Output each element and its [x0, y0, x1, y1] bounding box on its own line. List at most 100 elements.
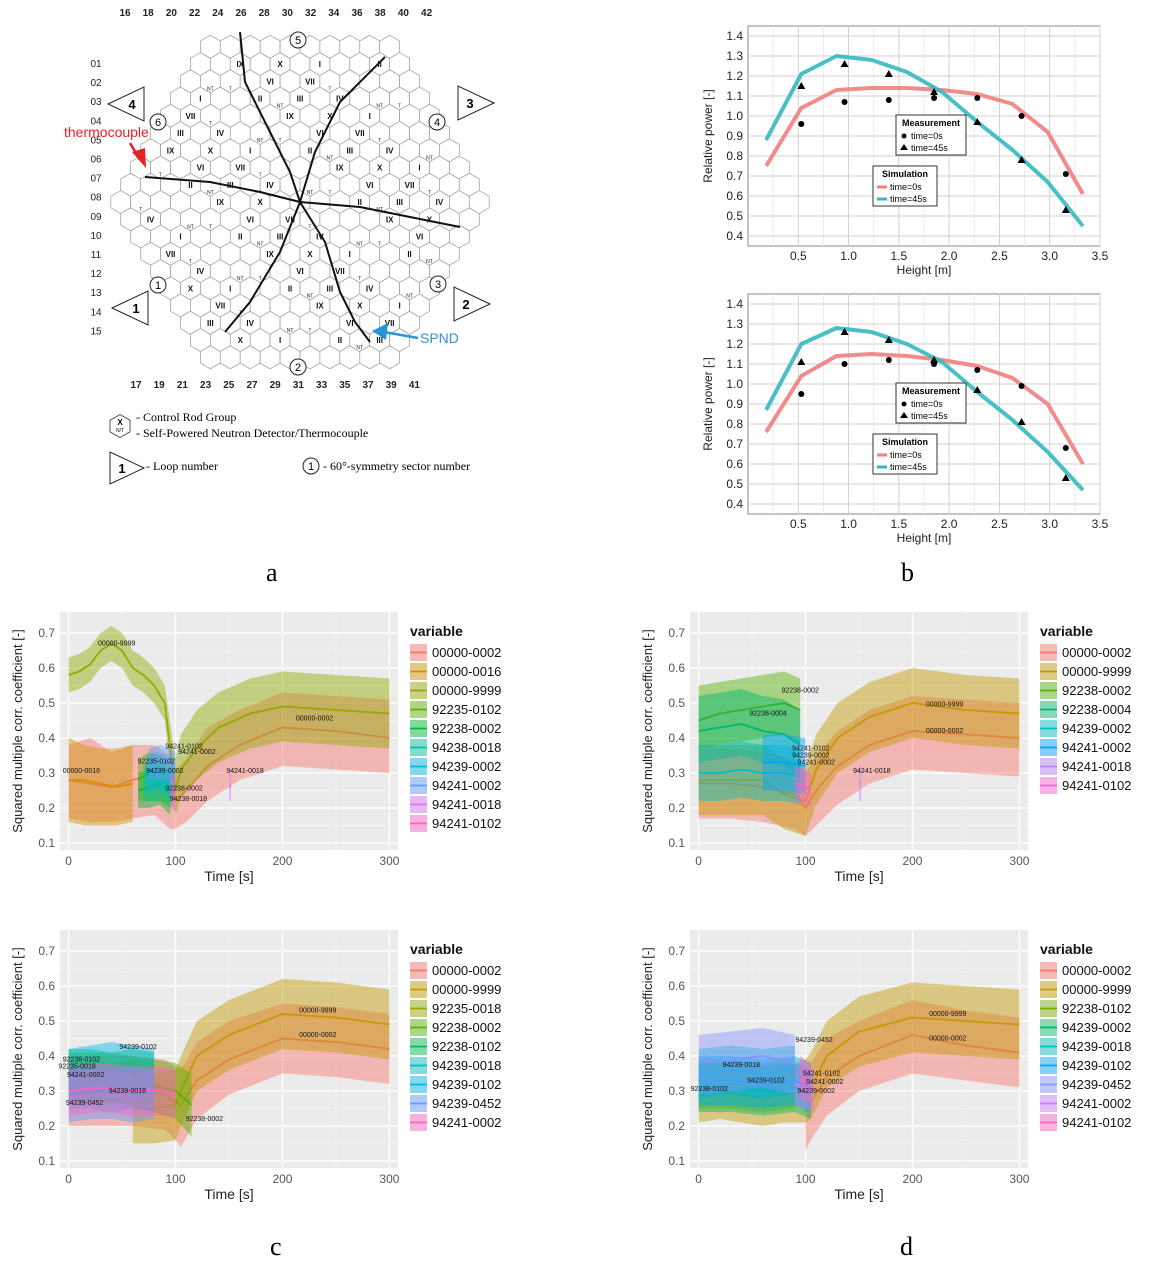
legend-item-label: 00000-0002 [432, 963, 501, 978]
y-tick-label: 1.3 [726, 317, 743, 331]
x-tick-label: 3.0 [1041, 249, 1058, 263]
legend-item-label: 94241-0102 [1062, 778, 1131, 793]
loop-number: 2 [462, 297, 469, 312]
detector-mark: NT [257, 242, 264, 248]
series-annotation: 94241-0002 [806, 1079, 843, 1086]
legend-item-label: 92238-0002 [432, 721, 501, 736]
x-tick-label: 2.0 [941, 249, 958, 263]
legend-item-label: 94241-0102 [432, 816, 501, 831]
detector-mark: T [378, 138, 381, 144]
legend-title: variable [410, 623, 463, 639]
control-rod-group-label: IX [286, 112, 294, 121]
legend-hex-x: X [117, 418, 123, 427]
legend-item-label: 00000-9999 [432, 683, 501, 698]
control-rod-group-label: IV [366, 284, 374, 293]
legend-item-label: 94239-0102 [1062, 1058, 1131, 1073]
detector-mark: T [209, 224, 212, 230]
control-rod-group-label: VI [296, 267, 304, 276]
legend-item-label: 94241-0002 [1062, 1096, 1131, 1111]
y-tick-label: 0.1 [38, 1154, 55, 1168]
series-annotation: 94239-0452 [795, 1037, 832, 1044]
legend-item-label: 94241-0018 [432, 797, 501, 812]
row-number: 10 [90, 231, 102, 242]
y-tick-label: 0.3 [668, 1084, 685, 1098]
legend-simulation-item: time=45s [890, 462, 927, 472]
detector-mark: T [378, 242, 381, 248]
detector-mark: T [259, 276, 262, 282]
sector-number: 5 [295, 35, 301, 47]
y-tick-label: 0.7 [38, 626, 55, 640]
column-number-top: 20 [166, 8, 178, 19]
series-annotation: 94239-0102 [747, 1077, 784, 1084]
detector-mark: T [209, 121, 212, 127]
row-number: 13 [90, 288, 102, 299]
column-number-bottom: 37 [362, 380, 374, 391]
legend-item-label: 94239-0002 [432, 759, 501, 774]
loop-number: 3 [466, 96, 473, 111]
control-rod-group-label: I [319, 60, 321, 69]
row-number: 02 [90, 78, 102, 89]
y-tick-label: 1.4 [726, 29, 743, 43]
control-rod-group-label: III [277, 233, 284, 242]
control-rod-group-label: I [229, 284, 231, 293]
control-rod-group-label: III [177, 129, 184, 138]
series-annotation: 00000-9999 [926, 702, 963, 709]
legend-loop-number: 1 [118, 461, 125, 476]
y-axis-label: Squared multiple corr. coefficient [-] [640, 947, 655, 1151]
control-rod-group-label: X [188, 284, 194, 293]
series-annotation: 94239-0102 [119, 1044, 156, 1051]
y-tick-label: 1.3 [726, 49, 743, 63]
control-rod-group-label: I [418, 164, 420, 173]
row-number: 03 [90, 97, 102, 108]
detector-mark: T [358, 276, 361, 282]
y-tick-label: 0.4 [726, 229, 743, 243]
detector-mark: T [279, 138, 282, 144]
control-rod-group-label: II [358, 198, 362, 207]
legend-circle-marker [902, 134, 907, 139]
legend-circle-marker [902, 402, 907, 407]
detector-mark: T [259, 173, 262, 179]
row-number: 09 [90, 212, 102, 223]
series-annotation: 92238-0002 [165, 786, 202, 793]
row-number: 07 [90, 174, 102, 185]
series-annotation: 94238-0018 [170, 796, 207, 803]
legend-simulation-title: Simulation [882, 437, 928, 447]
legend-item-label: 94241-0002 [1062, 740, 1131, 755]
legend-measurement-title: Measurement [902, 118, 960, 128]
series-annotation: 94241-0002 [798, 759, 835, 766]
loop-triangle [112, 291, 148, 325]
y-tick-label: 1.1 [726, 89, 743, 103]
legend-item-label: 00000-0002 [1062, 963, 1131, 978]
control-rod-group-label: III [207, 319, 214, 328]
y-tick-label: 0.5 [668, 696, 685, 710]
legend-item-label: 00000-9999 [1062, 664, 1131, 679]
column-number-bottom: 27 [246, 380, 258, 391]
column-number-top: 28 [259, 8, 271, 19]
ribbon-00000-0016 [69, 738, 133, 826]
column-number-top: 16 [119, 8, 131, 19]
x-tick-label: 3.5 [1092, 249, 1109, 263]
control-rod-group-label: I [369, 112, 371, 121]
row-number: 11 [91, 250, 102, 261]
column-number-bottom: 41 [409, 380, 421, 391]
y-tick-label: 0.4 [668, 731, 685, 745]
control-rod-group-label: I [279, 336, 281, 345]
y-tick-label: 1.0 [726, 109, 743, 123]
detector-mark: NT [307, 293, 314, 299]
control-rod-group-label: VII [405, 181, 415, 190]
y-tick-label: 0.5 [726, 209, 743, 223]
x-tick-label: 300 [1009, 1172, 1029, 1186]
y-tick-label: 0.1 [38, 836, 55, 850]
legend-item-label: 92238-0004 [1062, 702, 1131, 717]
detector-mark: NT [376, 104, 383, 110]
column-number-bottom: 23 [200, 380, 212, 391]
y-tick-label: 0.6 [668, 979, 685, 993]
control-rod-group-label: I [249, 146, 251, 155]
legend-spnd-text: - Self-Powered Neutron Detector/Thermoco… [136, 426, 368, 440]
detector-mark: T [428, 190, 431, 196]
x-tick-label: 0 [695, 854, 702, 868]
y-tick-label: 1.0 [726, 377, 743, 391]
legend-item-label: 94238-0018 [432, 740, 501, 755]
legend-item-label: 94239-0452 [432, 1096, 501, 1111]
row-number: 08 [90, 193, 102, 204]
